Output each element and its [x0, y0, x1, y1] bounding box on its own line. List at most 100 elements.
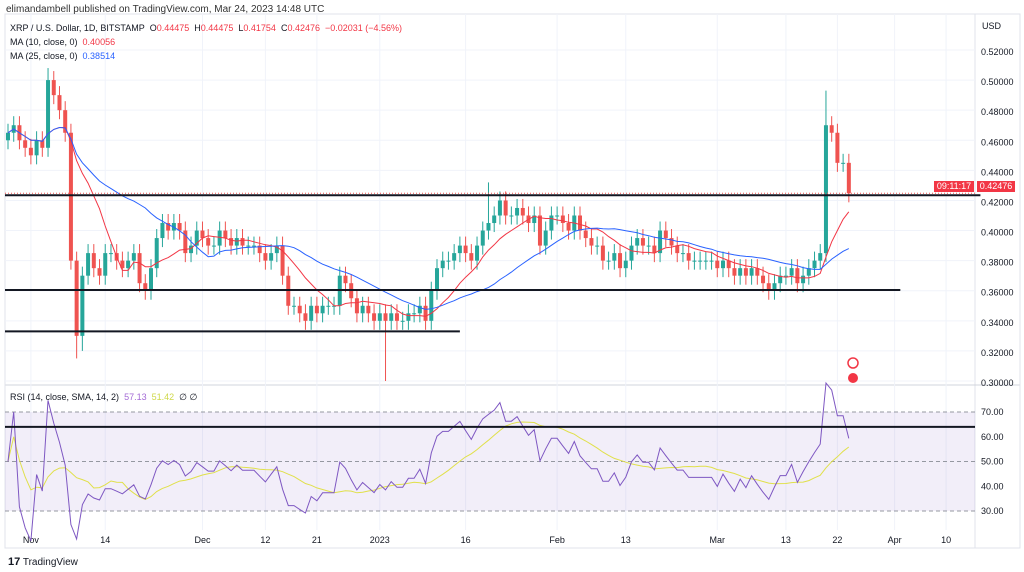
candle-body [801, 275, 806, 284]
price-tick-label: 0.52000 [981, 47, 1014, 57]
ma10-legend[interactable]: MA (10, close, 0) 0.40056 [10, 37, 115, 47]
rsi-ma-line [7, 421, 850, 500]
candle-body [537, 215, 542, 246]
candle-body [137, 253, 142, 284]
candle-body [354, 298, 359, 314]
candle-body [846, 162, 851, 194]
rsi-legend[interactable]: RSI (14, close, SMA, 14, 2) 57.13 51.42 … [10, 392, 197, 403]
rsi-label: RSI (14, close, SMA, 14, 2) [10, 392, 120, 402]
candle-body [618, 253, 623, 269]
x-tick-label: 13 [781, 535, 791, 545]
price-tick-label: 0.34000 [981, 318, 1014, 328]
candle-body [6, 132, 10, 141]
price-tick-label: 0.36000 [981, 288, 1014, 298]
rsi-line [7, 381, 850, 542]
candle-body [86, 253, 91, 276]
tradingview-logo[interactable]: 17 TradingView [8, 556, 78, 568]
last-price: 0.42476 [979, 181, 1013, 191]
candle-body [34, 140, 39, 156]
candle-body [274, 245, 279, 254]
symbol-title[interactable]: XRP / U.S. Dollar, 1D, BITSTAMP [10, 23, 145, 33]
candle-body [549, 215, 554, 231]
candle-body [749, 268, 754, 276]
x-tick-label: 12 [260, 535, 270, 545]
candle-body [223, 230, 228, 239]
candle-body [143, 283, 148, 291]
high-value: 0.44475 [200, 23, 234, 33]
rsi-tick-label: 30.00 [981, 506, 1004, 516]
candle-body [126, 260, 131, 269]
last-price-tag: 0.42476 [977, 181, 1015, 192]
candle-body [578, 215, 582, 231]
candle-body [63, 110, 68, 133]
candle-body [280, 245, 285, 276]
candle-body [669, 238, 674, 246]
candle-body [154, 238, 159, 269]
candle-body [406, 313, 411, 321]
candle-body [703, 260, 708, 262]
candle-body [823, 125, 828, 254]
candle-body [566, 223, 571, 231]
candle-body [806, 268, 811, 276]
bar-countdown-tag: 09:11:17 [934, 181, 974, 192]
candle-body [532, 215, 537, 224]
candle-body [709, 260, 714, 262]
candle-body [492, 215, 497, 224]
candle-body [783, 275, 788, 277]
candle-body [23, 140, 28, 148]
ma10-line [7, 127, 850, 317]
candle-body [509, 215, 514, 217]
candle-body [292, 305, 296, 307]
ma25-label: MA (25, close, 0) [10, 51, 78, 61]
candle-body [360, 305, 365, 314]
candle-body [246, 245, 251, 247]
candle-body [469, 253, 474, 261]
candle-body [200, 230, 205, 239]
open-label: O [149, 23, 157, 33]
ma25-legend[interactable]: MA (25, close, 0) 0.38514 [10, 51, 115, 61]
candle-body [755, 268, 760, 276]
candle-body [738, 268, 743, 276]
candle-body [309, 305, 314, 321]
currency-label: USD [982, 21, 1002, 31]
candle-body [435, 268, 439, 291]
candle-body [475, 245, 480, 261]
candle-body [103, 253, 108, 276]
candle-body [732, 268, 737, 276]
x-tick-label: 22 [832, 535, 842, 545]
candle-body [841, 162, 846, 164]
bar-countdown: 09:11:17 [936, 181, 972, 191]
candle-body [721, 260, 725, 269]
candle-body [743, 268, 748, 276]
candle-body [74, 260, 79, 336]
candle-body [234, 238, 239, 246]
candle-body [46, 80, 51, 148]
x-tick-label: Mar [710, 535, 726, 545]
candle-body [680, 253, 685, 255]
candle-body [91, 253, 96, 269]
candle-body [686, 253, 691, 261]
price-tick-label: 0.50000 [981, 77, 1014, 87]
candle-body [766, 283, 771, 291]
candle-body [251, 245, 256, 247]
price-tick-label: 0.48000 [981, 107, 1014, 117]
price-tick-label: 0.32000 [981, 348, 1014, 358]
x-tick-label: 10 [941, 535, 951, 545]
candle-body [394, 313, 399, 321]
candle-body [452, 253, 457, 261]
candle-body [652, 245, 657, 254]
candle-body [675, 245, 680, 254]
candle-body [543, 230, 548, 246]
candle-body [663, 230, 668, 239]
candle-body [715, 260, 720, 269]
candle-body [726, 260, 731, 269]
candle-body [692, 260, 697, 262]
candle-body [326, 305, 331, 307]
candle-body [297, 305, 302, 314]
candle-body [28, 147, 33, 156]
candle-body [57, 95, 62, 111]
candle-body [795, 268, 800, 284]
ma10-label: MA (10, close, 0) [10, 37, 78, 47]
